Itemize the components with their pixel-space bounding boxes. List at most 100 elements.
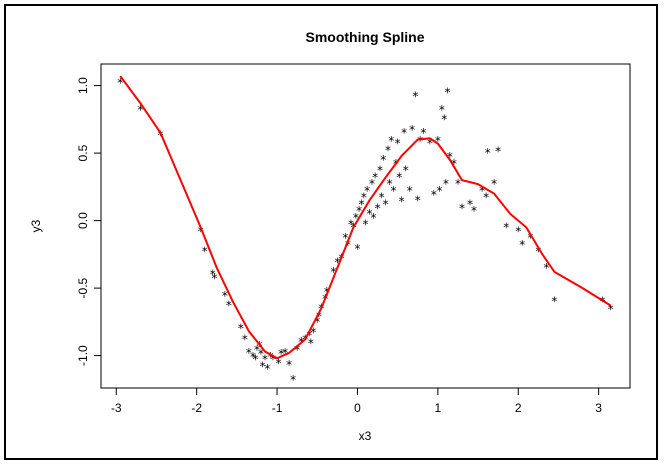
point: *	[362, 218, 369, 232]
point: *	[281, 346, 288, 360]
point: *	[342, 231, 349, 245]
point: *	[420, 126, 427, 140]
point: *	[290, 373, 297, 387]
point: *	[484, 146, 491, 160]
point: *	[252, 353, 259, 367]
point: *	[137, 103, 144, 117]
point: *	[259, 359, 266, 373]
point: *	[261, 353, 268, 367]
point: *	[249, 350, 256, 364]
point: *	[441, 112, 448, 126]
point: *	[390, 184, 397, 198]
point: *	[482, 191, 489, 205]
point: *	[438, 103, 445, 117]
x-axis-label: x3	[359, 429, 372, 443]
point: *	[402, 164, 409, 178]
point: *	[430, 188, 437, 202]
point: *	[398, 195, 405, 209]
plot-box	[100, 63, 631, 389]
spline-line	[119, 75, 612, 360]
point: *	[426, 137, 433, 151]
point: *	[241, 332, 248, 346]
point: *	[267, 350, 274, 364]
point: *	[358, 197, 365, 211]
point: *	[478, 184, 485, 198]
point: *	[388, 134, 395, 148]
point: *	[412, 89, 419, 103]
point: *	[380, 153, 387, 167]
point: *	[352, 211, 359, 225]
point: *	[221, 289, 228, 303]
point: *	[414, 193, 421, 207]
point: *	[363, 184, 370, 198]
point: *	[470, 204, 477, 218]
y-tick-label: 0.5	[76, 144, 90, 161]
point: *	[225, 299, 232, 313]
point: *	[315, 309, 322, 323]
point: *	[360, 191, 367, 205]
point: *	[417, 134, 424, 148]
point: *	[257, 347, 264, 361]
point: *	[551, 295, 558, 309]
point: *	[503, 220, 510, 234]
point: *	[256, 339, 263, 353]
point: *	[201, 245, 208, 259]
point: *	[515, 224, 522, 238]
y-tick-label: -0.5	[76, 277, 90, 298]
point: *	[264, 362, 271, 376]
point: *	[444, 85, 451, 99]
point: *	[370, 211, 377, 225]
point: *	[286, 358, 293, 372]
point: *	[157, 129, 164, 143]
point: *	[344, 238, 351, 252]
point: *	[434, 134, 441, 148]
point: *	[197, 224, 204, 238]
point: *	[394, 137, 401, 151]
y-tick-label: 1.0	[76, 77, 90, 94]
point: *	[117, 76, 124, 90]
point: *	[535, 245, 542, 259]
x-tick-label: 0	[354, 401, 361, 415]
point: *	[386, 177, 393, 191]
x-tick-label: -3	[111, 401, 122, 415]
y-tick-label: -1.0	[76, 345, 90, 366]
point: *	[519, 238, 526, 252]
point: *	[376, 164, 383, 178]
point: *	[374, 201, 381, 215]
point: *	[495, 145, 502, 159]
point: *	[436, 184, 443, 198]
point: *	[253, 343, 260, 357]
point: *	[400, 126, 407, 140]
point: *	[347, 218, 354, 232]
point: *	[450, 157, 457, 171]
point: *	[354, 242, 361, 256]
chart-title: Smoothing Spline	[306, 29, 425, 45]
point: *	[275, 357, 282, 371]
point: *	[527, 231, 534, 245]
point: *	[310, 326, 317, 340]
point: *	[294, 343, 301, 357]
point: *	[269, 353, 276, 367]
x-tick-label: -1	[272, 401, 283, 415]
x-tick-label: 1	[435, 401, 442, 415]
point: *	[314, 315, 321, 329]
point: *	[396, 170, 403, 184]
y-axis-label: y3	[29, 219, 43, 232]
point: *	[442, 177, 449, 191]
point: *	[466, 197, 473, 211]
point: *	[368, 177, 375, 191]
point: *	[382, 197, 389, 211]
frame	[4, 4, 658, 460]
point: *	[409, 123, 416, 137]
point: *	[306, 328, 313, 342]
point: *	[378, 191, 385, 205]
point: *	[237, 322, 244, 336]
point: *	[245, 346, 252, 360]
point: *	[277, 347, 284, 361]
point: *	[384, 143, 391, 157]
point: *	[491, 177, 498, 191]
y-tick-label: 0.0	[76, 212, 90, 229]
point: *	[334, 255, 341, 269]
